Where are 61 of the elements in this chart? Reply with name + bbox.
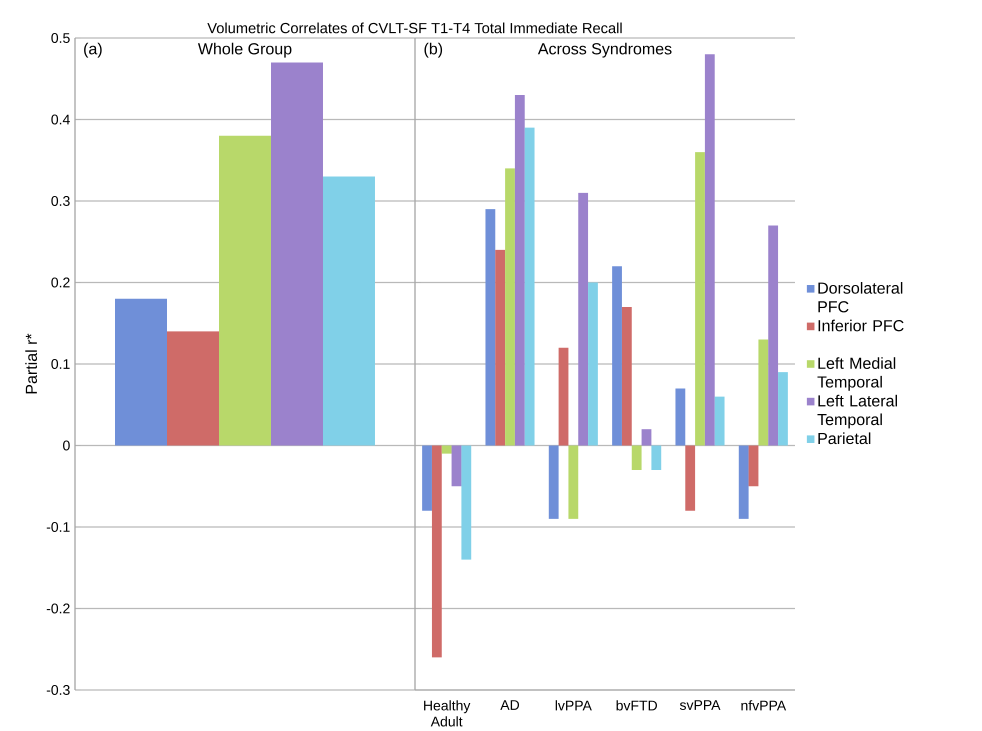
chart-title: Volumetric Correlates of CVLT-SF T1-T4 Total Immediate Recall bbox=[207, 22, 622, 34]
bar bbox=[524, 128, 535, 446]
legend-label: Dorsolateral PFC bbox=[818, 282, 902, 312]
bar bbox=[115, 298, 167, 446]
bar bbox=[758, 340, 768, 446]
bar bbox=[452, 446, 462, 486]
y-axis-title: Partial r* bbox=[25, 334, 38, 394]
y-tick-label: -0.3 bbox=[46, 685, 70, 695]
bar bbox=[422, 446, 432, 511]
bar bbox=[748, 446, 758, 486]
bar bbox=[778, 372, 788, 446]
y-tick-label: 0.3 bbox=[51, 196, 70, 206]
legend-label: Left Lateral Temporal bbox=[817, 394, 897, 428]
bar bbox=[642, 429, 652, 446]
x-tick-label: AD bbox=[500, 700, 520, 710]
chart-subtitle: Across Syndromes bbox=[538, 42, 672, 58]
bar bbox=[768, 225, 778, 446]
annotation: (b) bbox=[424, 42, 442, 58]
legend-label: Left Medial Temporal bbox=[817, 357, 896, 391]
y-tick-label: 0.4 bbox=[51, 114, 70, 124]
y-tick-label: -0.2 bbox=[46, 604, 70, 614]
bar bbox=[322, 176, 375, 446]
bar bbox=[432, 446, 442, 658]
bar bbox=[218, 136, 271, 446]
bar bbox=[167, 331, 219, 446]
bar bbox=[558, 348, 568, 446]
bar bbox=[588, 282, 598, 446]
bar bbox=[704, 54, 715, 446]
bar bbox=[714, 396, 725, 446]
x-tick-label: Healthy Adult bbox=[424, 700, 470, 727]
bar bbox=[738, 446, 749, 519]
bar bbox=[495, 250, 506, 446]
y-tick-label: 0.2 bbox=[51, 278, 70, 288]
bar bbox=[568, 446, 578, 519]
x-tick-label: lvPPA bbox=[556, 700, 592, 710]
bar bbox=[271, 62, 323, 446]
bar bbox=[514, 95, 525, 446]
bar bbox=[695, 152, 705, 446]
bar bbox=[485, 209, 496, 446]
annotation: (a) bbox=[84, 42, 102, 58]
bar bbox=[442, 446, 452, 454]
y-tick-label: -0.1 bbox=[46, 522, 70, 532]
bar bbox=[461, 446, 472, 560]
bar bbox=[505, 168, 515, 446]
y-tick-label: 0.1 bbox=[51, 359, 70, 369]
bar bbox=[632, 446, 642, 470]
bar bbox=[685, 446, 696, 511]
chart-subtitle: Whole Group bbox=[198, 42, 292, 58]
bar bbox=[651, 446, 662, 470]
x-tick-label: svPPA bbox=[680, 700, 720, 710]
legend-label: Parietal bbox=[818, 432, 870, 444]
x-tick-label: nfvPPA bbox=[741, 700, 786, 710]
bar bbox=[622, 306, 632, 446]
bar bbox=[675, 388, 686, 446]
y-tick-label: 0.5 bbox=[51, 33, 70, 43]
bar bbox=[578, 192, 588, 446]
bar bbox=[612, 266, 622, 446]
y-tick-label: 0 bbox=[63, 440, 70, 450]
x-tick-label: bvFTD bbox=[616, 700, 657, 711]
legend-label: Inferior PFC bbox=[818, 320, 904, 332]
bar bbox=[548, 446, 559, 519]
